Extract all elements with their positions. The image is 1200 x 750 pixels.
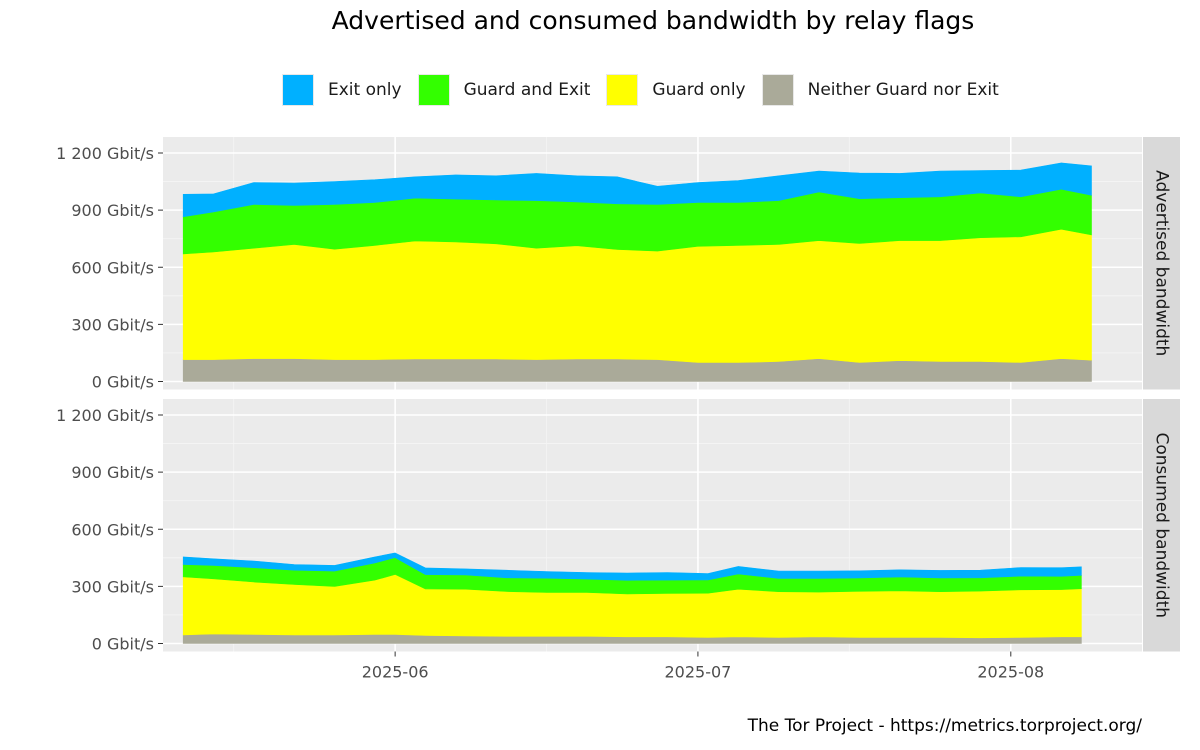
x-tick-label: 2025-06 bbox=[362, 663, 429, 682]
legend-label-exit-only: Exit only bbox=[328, 80, 402, 100]
y-tick-label-consumed-bandwidth: 0 Gbit/s bbox=[92, 635, 154, 654]
legend-label-neither: Neither Guard nor Exit bbox=[807, 80, 999, 100]
y-tick-label-advertised-bandwidth: 0 Gbit/s bbox=[92, 373, 154, 392]
legend-swatch-neither bbox=[761, 74, 794, 106]
y-tick-label-advertised-bandwidth: 1 200 Gbit/s bbox=[56, 144, 154, 163]
area-consumed-bandwidth-exit-only bbox=[182, 552, 1082, 581]
y-tick-label-consumed-bandwidth: 600 Gbit/s bbox=[71, 520, 154, 539]
chart-title: Advertised and consumed bandwidth by rel… bbox=[331, 6, 975, 35]
chart-caption: The Tor Project - https://metrics.torpro… bbox=[747, 716, 1142, 736]
legend-swatch-guard-and-exit bbox=[417, 74, 450, 106]
legend-swatch-guard-only bbox=[606, 74, 639, 106]
strip-label-consumed-bandwidth: Consumed bandwidth bbox=[1152, 432, 1172, 618]
legend-item-exit-only: Exit only bbox=[282, 74, 402, 106]
y-tick-label-advertised-bandwidth: 600 Gbit/s bbox=[71, 258, 154, 277]
legend-label-guard-only: Guard only bbox=[652, 80, 746, 100]
y-tick-label-advertised-bandwidth: 300 Gbit/s bbox=[71, 315, 154, 334]
legend-swatch-exit-only bbox=[282, 74, 314, 106]
area-advertised-bandwidth-neither-guard-nor-exit bbox=[182, 358, 1092, 382]
legend: Exit only Guard and Exit Guard only Neit… bbox=[282, 72, 1015, 108]
x-tick-label: 2025-07 bbox=[664, 663, 731, 682]
y-tick-label-consumed-bandwidth: 300 Gbit/s bbox=[71, 577, 154, 596]
legend-item-neither: Neither Guard nor Exit bbox=[761, 74, 999, 106]
strip-label-advertised-bandwidth: Advertised bandwidth bbox=[1152, 170, 1172, 356]
area-advertised-bandwidth-exit-only bbox=[182, 162, 1092, 218]
strip-consumed-bandwidth bbox=[1143, 399, 1180, 652]
strip-advertised-bandwidth bbox=[1143, 137, 1180, 390]
y-tick-label-advertised-bandwidth: 900 Gbit/s bbox=[71, 201, 154, 220]
y-tick-label-consumed-bandwidth: 900 Gbit/s bbox=[71, 463, 154, 482]
legend-label-guard-and-exit: Guard and Exit bbox=[463, 80, 591, 100]
legend-item-guard-only: Guard only bbox=[606, 74, 746, 106]
legend-item-guard-and-exit: Guard and Exit bbox=[417, 74, 591, 106]
y-tick-label-consumed-bandwidth: 1 200 Gbit/s bbox=[56, 406, 154, 425]
x-tick-label: 2025-08 bbox=[977, 663, 1044, 682]
